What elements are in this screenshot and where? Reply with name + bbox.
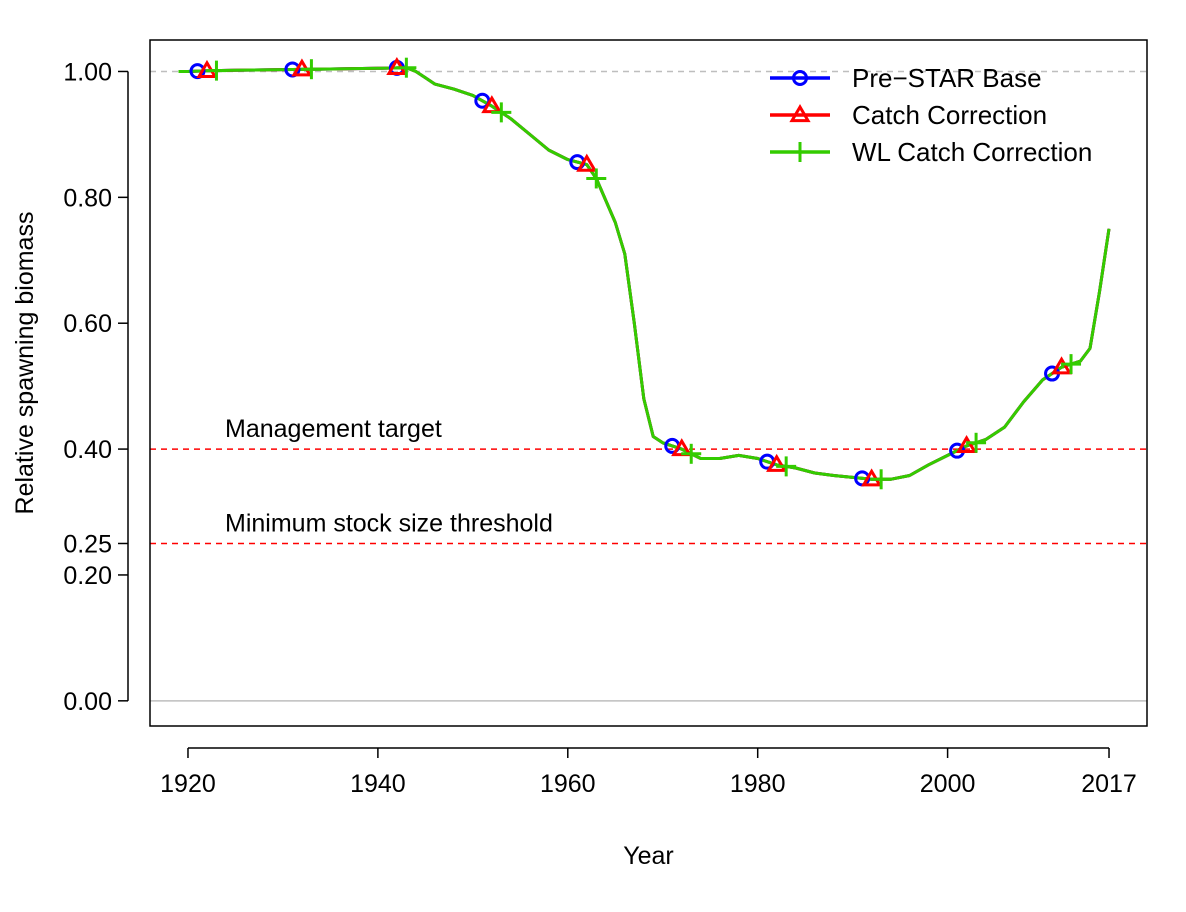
legend-marker-2 (790, 142, 810, 162)
y-tick-label-0: 0.00 (63, 688, 112, 716)
x-tick-label-0: 1920 (160, 770, 216, 798)
series-1-point-6 (766, 453, 788, 472)
reference-lines (150, 70, 1147, 702)
reference-label-2: Minimum stock size threshold (225, 509, 553, 537)
series-2-point-3 (491, 102, 512, 123)
series-2-point-9 (1061, 354, 1082, 375)
x-tick-label-5: 2017 (1081, 770, 1137, 798)
y-tick-label-2: 0.25 (63, 530, 112, 558)
series-markers (189, 56, 1082, 490)
y-tick-label-4: 0.60 (63, 310, 112, 338)
series-2-point-2 (396, 57, 417, 78)
series-2-point-0 (206, 60, 227, 81)
legend-label-1: Catch Correction (852, 100, 1047, 130)
y-tick-label-6: 1.00 (63, 58, 112, 86)
y-axis-title: Relative spawning biomass (11, 212, 39, 515)
y-axis: 0.00 0.20 0.25 0.40 0.60 0.80 1.00 (63, 58, 129, 716)
y-tick-label-5: 0.80 (63, 184, 112, 212)
series-1-point-8 (955, 434, 978, 454)
legend-marker-0 (792, 70, 808, 86)
reference-label-1: Management target (225, 415, 442, 443)
series-2-point-5 (681, 443, 702, 464)
x-tick-label-1: 1940 (350, 770, 406, 798)
x-tick-label-2: 1960 (540, 770, 596, 798)
legend-marker-1 (789, 104, 811, 123)
y-tick-label-1: 0.20 (63, 562, 112, 590)
series-2-point-8 (966, 432, 987, 453)
legend-label-2: WL Catch Correction (852, 137, 1092, 167)
annotations: Management target Minimum stock size thre… (225, 415, 553, 537)
series-1-point-4 (576, 153, 598, 172)
series-1-point-9 (1050, 356, 1073, 375)
y-tick-label-3: 0.40 (63, 436, 112, 464)
x-axis-title: Year (623, 842, 674, 870)
legend: Pre−STAR Base Catch Correction WL Catch Co… (770, 63, 1092, 167)
legend-label-0: Pre−STAR Base (852, 63, 1042, 93)
series-2-point-6 (776, 456, 797, 477)
series-2-point-4 (586, 168, 607, 189)
plot-frame (149, 39, 1148, 727)
series-2-point-1 (301, 59, 322, 80)
series-2-point-7 (871, 469, 892, 490)
x-axis: 1920 1940 1960 1980 2000 2017 (160, 747, 1137, 798)
x-tick-label-3: 1980 (730, 770, 786, 798)
x-tick-label-4: 2000 (920, 770, 976, 798)
